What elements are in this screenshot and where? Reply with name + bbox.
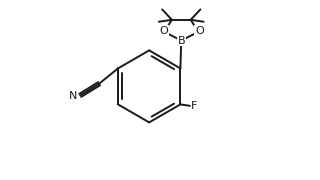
Text: B: B — [178, 35, 185, 46]
Text: O: O — [195, 26, 204, 36]
Text: N: N — [68, 91, 77, 102]
Text: F: F — [191, 101, 197, 111]
Text: O: O — [159, 26, 168, 36]
